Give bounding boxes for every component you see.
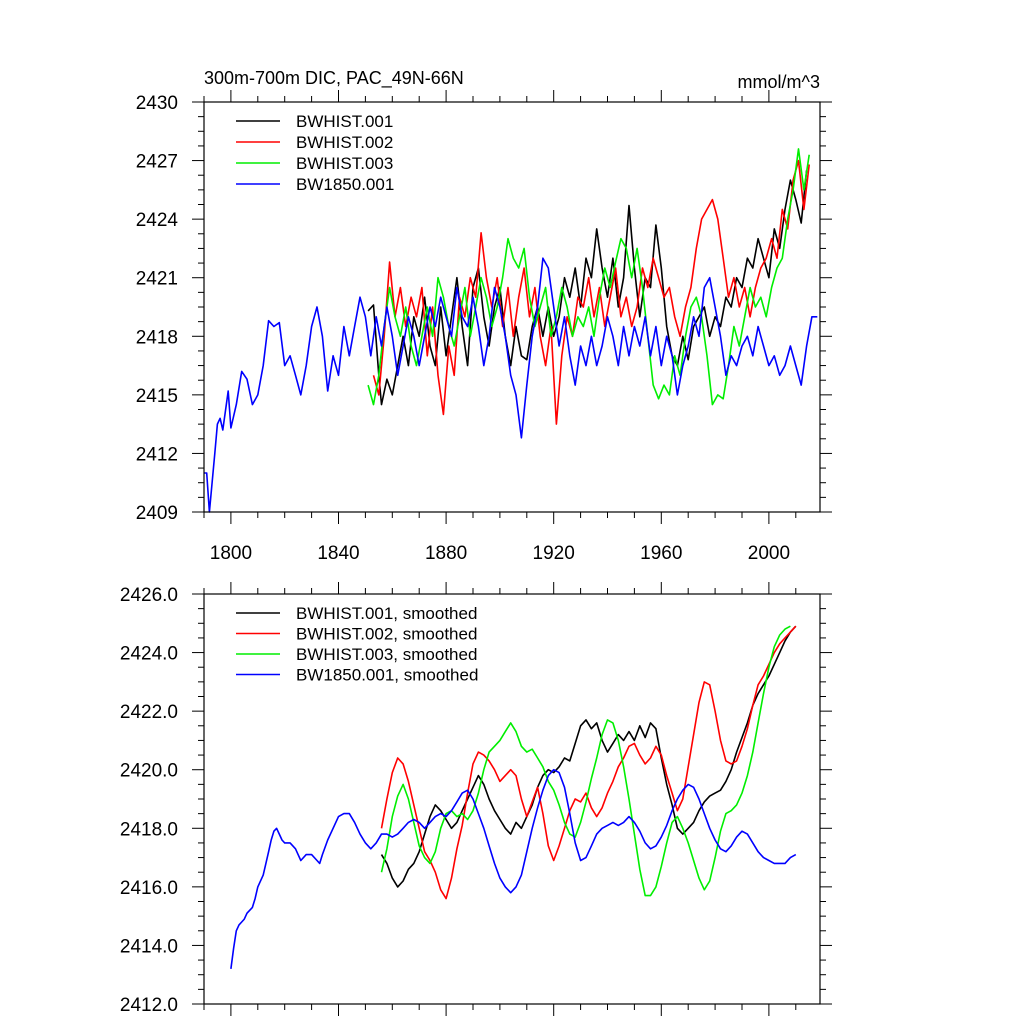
top-panel-legend: BWHIST.001 BWHIST.002 BWHIST.003 BW1850.001: [236, 112, 394, 194]
top-x-tick-label: 1840: [317, 543, 359, 564]
bottom-legend-label-bwhist-001-smoothed: BWHIST.001, smoothed: [296, 604, 477, 623]
top-x-tick-label: 1960: [640, 543, 682, 564]
bottom-panel-frame: [203, 593, 821, 1005]
top-series-line-bwhist-003: [367, 148, 810, 406]
bottom-y-tick-label: 2424.0: [120, 644, 178, 665]
bottom-legend-label-bwhist-002-smoothed: BWHIST.002, smoothed: [296, 625, 477, 644]
top-legend-label-bw1850-001: BW1850.001: [296, 175, 394, 194]
top-x-tick-label: 1880: [425, 543, 467, 564]
top-x-tick-label: 1800: [210, 543, 252, 564]
top-series-line-bwhist-001: [367, 170, 808, 406]
top-legend-label-bwhist-001: BWHIST.001: [296, 112, 393, 131]
bottom-panel-series: [230, 625, 797, 970]
bottom-series-line-bw1850-001-smoothed: [230, 768, 797, 970]
bottom-legend-label-bw1850-001-smoothed: BW1850.001, smoothed: [296, 666, 478, 685]
top-y-tick-label: 2415: [136, 386, 178, 407]
bottom-y-tick-label: 2422.0: [120, 702, 178, 723]
top-legend-label-bwhist-002: BWHIST.002: [296, 133, 393, 152]
bottom-y-tick-label: 2414.0: [120, 936, 178, 957]
top-y-tick-label: 2421: [136, 269, 178, 290]
top-y-tick-label: 2430: [136, 93, 178, 114]
bottom-legend-label-bwhist-003-smoothed: BWHIST.003, smoothed: [296, 645, 477, 664]
bottom-y-tick-label: 2426.0: [120, 585, 178, 606]
top-panel-title: 300m-700m DIC, PAC_49N-66N: [204, 68, 464, 89]
bottom-y-tick-label: 2420.0: [120, 761, 178, 782]
top-legend-label-bwhist-003: BWHIST.003: [296, 154, 393, 173]
bottom-series-line-bwhist-002-smoothed: [380, 625, 797, 900]
top-panel: 300m-700m DIC, PAC_49N-66N mmol/m^3 1800…: [136, 68, 832, 564]
top-y-tick-label: 2412: [136, 444, 178, 465]
bottom-panel: 2412.0 2414.0 2416.0 2418.0 2420.0 2422.0 2424…: [120, 582, 832, 1016]
top-panel-units-label: mmol/m^3: [738, 72, 820, 92]
bottom-y-tick-label: 2412.0: [120, 995, 178, 1016]
bottom-y-tick-label: 2416.0: [120, 878, 178, 899]
top-y-tick-label: 2427: [136, 152, 178, 173]
top-series-line-bw1850-001: [204, 257, 818, 513]
top-panel-series: [204, 148, 818, 513]
top-y-tick-label: 2424: [136, 210, 179, 231]
bottom-y-tick-label: 2418.0: [120, 819, 178, 840]
bottom-series-line-bwhist-001-smoothed: [380, 625, 797, 888]
bottom-panel-ticks: 2412.0 2414.0 2416.0 2418.0 2420.0 2422.0 2424…: [120, 582, 832, 1016]
bottom-panel-legend: BWHIST.001, smoothed BWHIST.002, smoothed…: [236, 604, 478, 685]
top-x-tick-label: 1920: [533, 543, 575, 564]
top-panel-frame: [203, 101, 821, 513]
top-y-tick-label: 2418: [136, 327, 178, 348]
top-y-tick-label: 2409: [136, 503, 178, 524]
top-x-tick-label: 2000: [748, 543, 790, 564]
top-series-line-bwhist-002: [372, 159, 810, 425]
top-panel-ticks: 1800 1840 1880 1920 1960 2000 2409 2412 2415 2418…: [136, 90, 832, 564]
